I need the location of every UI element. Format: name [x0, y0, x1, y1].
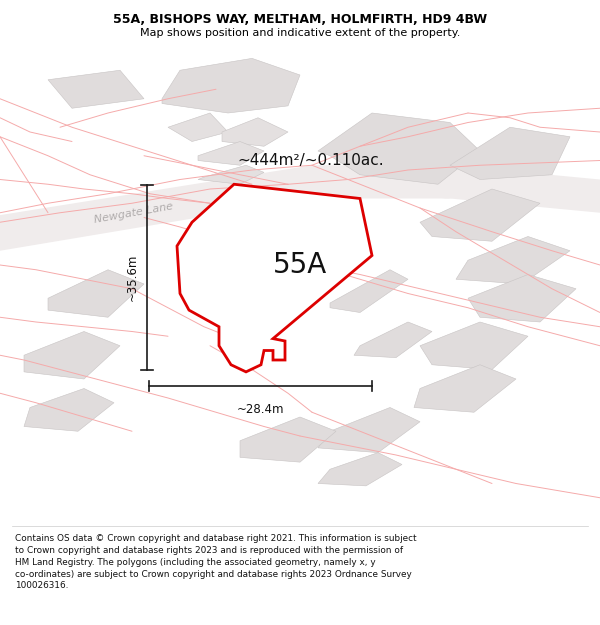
Polygon shape	[420, 189, 540, 241]
Polygon shape	[330, 270, 408, 312]
Polygon shape	[318, 113, 480, 184]
Polygon shape	[198, 141, 264, 165]
Text: Contains OS data © Crown copyright and database right 2021. This information is : Contains OS data © Crown copyright and d…	[15, 534, 416, 591]
Polygon shape	[168, 113, 228, 141]
Polygon shape	[198, 165, 264, 184]
Polygon shape	[318, 408, 420, 452]
Ellipse shape	[426, 165, 468, 199]
Polygon shape	[450, 127, 570, 179]
Polygon shape	[162, 58, 300, 113]
Polygon shape	[468, 274, 576, 322]
Text: 55A, BISHOPS WAY, MELTHAM, HOLMFIRTH, HD9 4BW: 55A, BISHOPS WAY, MELTHAM, HOLMFIRTH, HD…	[113, 12, 487, 26]
Polygon shape	[0, 165, 600, 251]
Text: ~28.4m: ~28.4m	[236, 402, 284, 416]
Polygon shape	[240, 417, 336, 462]
Polygon shape	[318, 452, 402, 486]
Text: 55A: 55A	[273, 251, 327, 279]
Text: Map shows position and indicative extent of the property.: Map shows position and indicative extent…	[140, 28, 460, 39]
Polygon shape	[24, 331, 120, 379]
Polygon shape	[222, 118, 288, 146]
Polygon shape	[354, 322, 432, 357]
Text: ~35.6m: ~35.6m	[125, 254, 139, 301]
Polygon shape	[420, 322, 528, 369]
Polygon shape	[222, 234, 300, 268]
Polygon shape	[48, 270, 144, 318]
Polygon shape	[48, 70, 144, 108]
Polygon shape	[456, 236, 570, 284]
Polygon shape	[177, 184, 372, 372]
Polygon shape	[24, 389, 114, 431]
Text: Newgate Lane: Newgate Lane	[93, 201, 173, 224]
Text: ~444m²/~0.110ac.: ~444m²/~0.110ac.	[237, 153, 383, 168]
Polygon shape	[414, 365, 516, 413]
